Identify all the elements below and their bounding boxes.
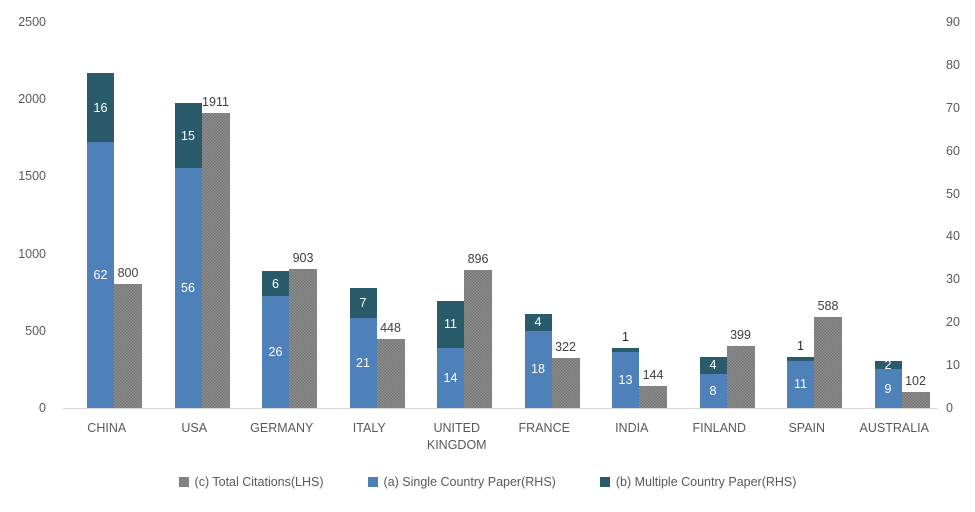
bar-label-multiple: 7 bbox=[359, 295, 367, 310]
bar-single-country-finland bbox=[699, 373, 727, 408]
legend-swatch-icon bbox=[367, 477, 378, 487]
bar-label-multiple: 16 bbox=[93, 100, 108, 115]
bar-label-multiple: 4 bbox=[534, 315, 542, 330]
bar-multiple-country-finland bbox=[699, 356, 727, 374]
legend-swatch-icon bbox=[178, 477, 189, 487]
left-axis-tick: 2500 bbox=[18, 15, 46, 29]
bar-label-multiple: 11 bbox=[444, 317, 457, 332]
bar-label-citations: 896 bbox=[467, 251, 489, 266]
bar-single-country-italy bbox=[349, 317, 377, 408]
left-axis-tick: 500 bbox=[25, 323, 46, 338]
right-axis-tick: 90 bbox=[946, 15, 960, 29]
legend-label: (c) Total Citations(LHS) bbox=[194, 475, 324, 489]
bar-multiple-country-france bbox=[524, 313, 552, 331]
bar-citations-china bbox=[114, 284, 142, 408]
bar-label-citations: 800 bbox=[117, 266, 139, 281]
bar-citations-finland bbox=[726, 346, 755, 408]
legend-item: (c) Total Citations(LHS) bbox=[178, 475, 324, 489]
left-axis-tick: 1000 bbox=[18, 246, 46, 261]
left-axis-tick: 1500 bbox=[18, 169, 46, 184]
bar-label-multiple: 6 bbox=[272, 276, 279, 291]
bar-single-country-france bbox=[524, 330, 552, 408]
right-axis-tick: 70 bbox=[946, 100, 960, 115]
bar-label-single: 26 bbox=[268, 345, 283, 360]
bar-single-country-united-kingdom bbox=[437, 347, 464, 408]
bar-label-multiple: 15 bbox=[181, 128, 195, 143]
category-label-united-kingdom: UNITED KINGDOM bbox=[426, 421, 487, 452]
bar-multiple-country-italy bbox=[349, 287, 377, 318]
bar-label-citations: 588 bbox=[817, 299, 839, 314]
right-axis-tick: 40 bbox=[946, 229, 960, 244]
bar-single-country-india bbox=[612, 352, 639, 408]
category-label-spain: SPAIN bbox=[788, 421, 826, 435]
right-axis-tick: 10 bbox=[946, 358, 960, 373]
bar-label-citations: 448 bbox=[380, 320, 401, 335]
legend-label: (a) Single Country Paper(RHS) bbox=[383, 475, 556, 489]
right-axis-tick: 20 bbox=[946, 315, 960, 330]
legend-label: (b) Multiple Country Paper(RHS) bbox=[615, 475, 797, 489]
bar-citations-italy bbox=[376, 338, 405, 408]
category-label-australia: AUSTRALIA bbox=[859, 421, 929, 435]
right-axis-tick: 50 bbox=[946, 186, 960, 201]
bar-multiple-country-india bbox=[612, 347, 639, 353]
bar-multiple-country-spain bbox=[787, 356, 814, 361]
left-axis-tick: 2000 bbox=[18, 92, 46, 107]
bar-label-multiple: 4 bbox=[709, 358, 717, 373]
bar-multiple-country-china bbox=[87, 73, 114, 143]
bar-citations-united-kingdom bbox=[464, 269, 492, 408]
bar-citations-usa bbox=[201, 112, 230, 408]
bar-multiple-country-united-kingdom bbox=[437, 300, 464, 348]
bar-multiple-country-germany bbox=[262, 270, 289, 297]
bar-citations-germany bbox=[289, 268, 317, 408]
right-axis-tick: 60 bbox=[946, 143, 960, 158]
legend-item: (b) Multiple Country Paper(RHS) bbox=[599, 475, 797, 489]
bar-label-multiple: 2 bbox=[884, 358, 892, 373]
bar-citations-spain bbox=[814, 317, 842, 408]
bar-label-single: 21 bbox=[356, 355, 370, 370]
bar-single-country-germany bbox=[262, 296, 289, 408]
bar-label-single: 18 bbox=[531, 362, 545, 377]
legend-swatch-icon bbox=[599, 477, 610, 487]
bar-label-citations: 144 bbox=[642, 367, 664, 382]
bar-label-multiple: 1 bbox=[622, 329, 629, 344]
right-axis-tick: 80 bbox=[946, 57, 960, 72]
bar-multiple-country-usa bbox=[174, 103, 202, 168]
right-axis-tick: 0 bbox=[946, 401, 953, 415]
bar-label-citations: 102 bbox=[905, 374, 926, 389]
category-label-india: INDIA bbox=[615, 421, 649, 435]
category-label-china: CHINA bbox=[87, 421, 127, 435]
bar-label-multiple: 1 bbox=[797, 338, 804, 353]
bar-label-single: 9 bbox=[884, 381, 892, 396]
bar-citations-france bbox=[551, 358, 580, 408]
category-label-germany: GERMANY bbox=[250, 421, 314, 435]
bar-single-country-china bbox=[87, 142, 114, 408]
bar-label-single: 14 bbox=[443, 370, 458, 385]
right-axis-tick: 30 bbox=[946, 272, 960, 287]
bar-single-country-usa bbox=[174, 167, 202, 408]
bar-label-single: 11 bbox=[794, 377, 807, 392]
category-label-italy: ITALY bbox=[352, 421, 386, 435]
bar-label-single: 62 bbox=[93, 268, 108, 283]
left-axis-tick: 0 bbox=[39, 401, 46, 415]
bar-citations-india bbox=[639, 385, 667, 408]
bar-label-citations: 399 bbox=[730, 328, 751, 343]
legend: (c) Total Citations(LHS) (a) Single Count… bbox=[0, 475, 975, 489]
bar-single-country-australia bbox=[874, 369, 902, 408]
category-label-finland: FINLAND bbox=[692, 421, 746, 435]
category-label-usa: USA bbox=[181, 421, 208, 435]
bar-label-single: 56 bbox=[181, 280, 195, 295]
bar-multiple-country-australia bbox=[874, 360, 902, 370]
bar-label-single: 8 bbox=[709, 383, 717, 398]
category-label-france: FRANCE bbox=[518, 421, 570, 435]
x-axis-line bbox=[63, 408, 938, 409]
bar-citations-australia bbox=[901, 392, 930, 408]
bar-label-single: 13 bbox=[618, 373, 633, 388]
bar-single-country-spain bbox=[787, 360, 814, 408]
bar-label-citations: 322 bbox=[555, 340, 576, 355]
bar-label-citations: 903 bbox=[292, 250, 314, 265]
legend-item: (a) Single Country Paper(RHS) bbox=[367, 475, 556, 489]
bar-label-citations: 1911 bbox=[202, 94, 229, 109]
